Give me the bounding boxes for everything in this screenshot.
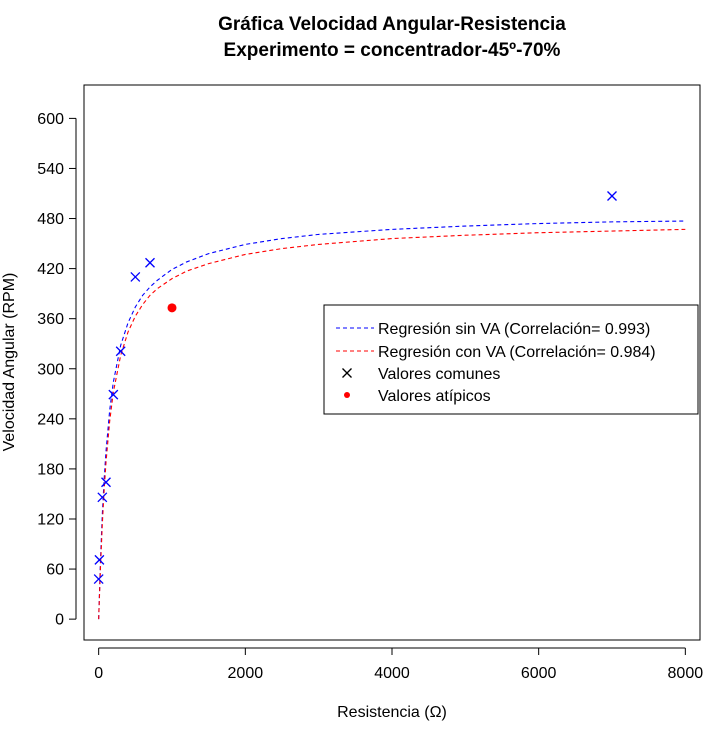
- y-tick-label: 60: [46, 562, 64, 579]
- x-marker-stroke: [94, 554, 105, 565]
- x-tick-label: 6000: [521, 665, 557, 682]
- x-tick-label: 8000: [668, 665, 704, 682]
- legend-x-swatch: [342, 368, 352, 378]
- y-tick-label: 0: [55, 612, 64, 629]
- x-marker-stroke: [115, 346, 126, 357]
- y-tick-label: 360: [37, 311, 64, 328]
- legend-label: Regresión con VA (Correlación= 0.984): [378, 344, 656, 361]
- y-tick-label: 300: [37, 361, 64, 378]
- valor-comun-point: [607, 191, 617, 201]
- y-tick-label: 240: [37, 411, 64, 428]
- chart-title: Gráfica Velocidad Angular-Resistencia: [218, 14, 566, 35]
- valor-comun-point: [115, 346, 126, 357]
- regression-line-sin-va: [98, 220, 686, 620]
- legend-entry: Valores comunes: [342, 366, 500, 383]
- y-tick-label: 480: [37, 211, 64, 228]
- legend-dot-swatch: [344, 392, 350, 398]
- y-tick-label: 120: [37, 511, 64, 528]
- x-tick-label: 0: [94, 665, 103, 682]
- regression-line-con-va: [98, 228, 686, 620]
- x-tick-label: 2000: [228, 665, 264, 682]
- x-marker-stroke: [101, 477, 111, 488]
- legend-entry: Valores atípicos: [344, 388, 491, 405]
- valor-atipico-point: [167, 303, 177, 313]
- x-marker-stroke: [145, 257, 155, 268]
- regression-curves: [98, 220, 686, 620]
- legend-entry: Regresión con VA (Correlación= 0.984): [336, 344, 656, 361]
- x-marker-stroke: [130, 271, 141, 282]
- x-marker-stroke: [93, 574, 104, 585]
- legend-label: Regresión sin VA (Correlación= 0.993): [378, 321, 650, 338]
- x-axis-label: Resistencia (Ω): [337, 704, 447, 721]
- y-tick-label: 600: [37, 111, 64, 128]
- legend: Regresión sin VA (Correlación= 0.993) Reg…: [323, 304, 699, 415]
- y-tick-label: 540: [37, 161, 64, 178]
- legend-box: [323, 304, 699, 415]
- x-marker-stroke: [607, 191, 617, 201]
- axes: 0 2000 4000 6000 8000 0 60 120 180 240 300 360 420 48…: [37, 111, 703, 682]
- valor-comun-point: [97, 492, 108, 503]
- data-points: [93, 191, 617, 585]
- legend-entry: Regresión sin VA (Correlación= 0.993): [336, 321, 650, 338]
- y-axis-label: Velocidad Angular (RPM): [1, 273, 18, 452]
- valor-comun-point: [93, 574, 104, 585]
- valor-comun-point: [101, 477, 111, 488]
- legend-label: Valores comunes: [378, 366, 500, 383]
- valor-comun-point: [108, 389, 119, 400]
- valor-comun-point: [145, 257, 155, 268]
- legend-label: Valores atípicos: [378, 388, 491, 405]
- chart-subtitle: Experimento = concentrador-45º-70%: [223, 40, 561, 61]
- y-tick-label: 180: [37, 461, 64, 478]
- valor-comun-point: [130, 271, 141, 282]
- x-marker-stroke: [108, 389, 119, 400]
- valor-comun-point: [94, 554, 105, 565]
- x-marker-stroke: [97, 492, 108, 503]
- plot-frame: [83, 84, 701, 641]
- x-tick-label: 4000: [374, 665, 410, 682]
- y-tick-label: 420: [37, 261, 64, 278]
